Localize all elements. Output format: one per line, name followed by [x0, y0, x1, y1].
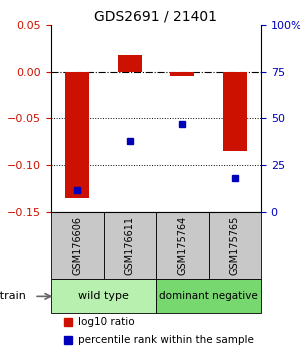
- Bar: [156, 212, 208, 280]
- Bar: [51, 212, 104, 280]
- Bar: [103, 212, 156, 280]
- Text: GSM175765: GSM175765: [230, 216, 240, 275]
- Text: strain: strain: [0, 291, 26, 301]
- Text: percentile rank within the sample: percentile rank within the sample: [78, 335, 254, 345]
- Bar: [170, 72, 194, 76]
- Bar: [156, 280, 261, 313]
- Text: GSM176606: GSM176606: [72, 216, 82, 275]
- Bar: [51, 280, 156, 313]
- Text: GSM175764: GSM175764: [177, 216, 187, 275]
- Text: wild type: wild type: [78, 291, 129, 301]
- Bar: [65, 72, 89, 198]
- Text: GSM176611: GSM176611: [125, 216, 135, 275]
- Title: GDS2691 / 21401: GDS2691 / 21401: [94, 10, 218, 24]
- Bar: [118, 55, 142, 72]
- Text: log10 ratio: log10 ratio: [78, 316, 135, 327]
- Bar: [223, 72, 247, 151]
- Text: dominant negative: dominant negative: [159, 291, 258, 301]
- Bar: [208, 212, 261, 280]
